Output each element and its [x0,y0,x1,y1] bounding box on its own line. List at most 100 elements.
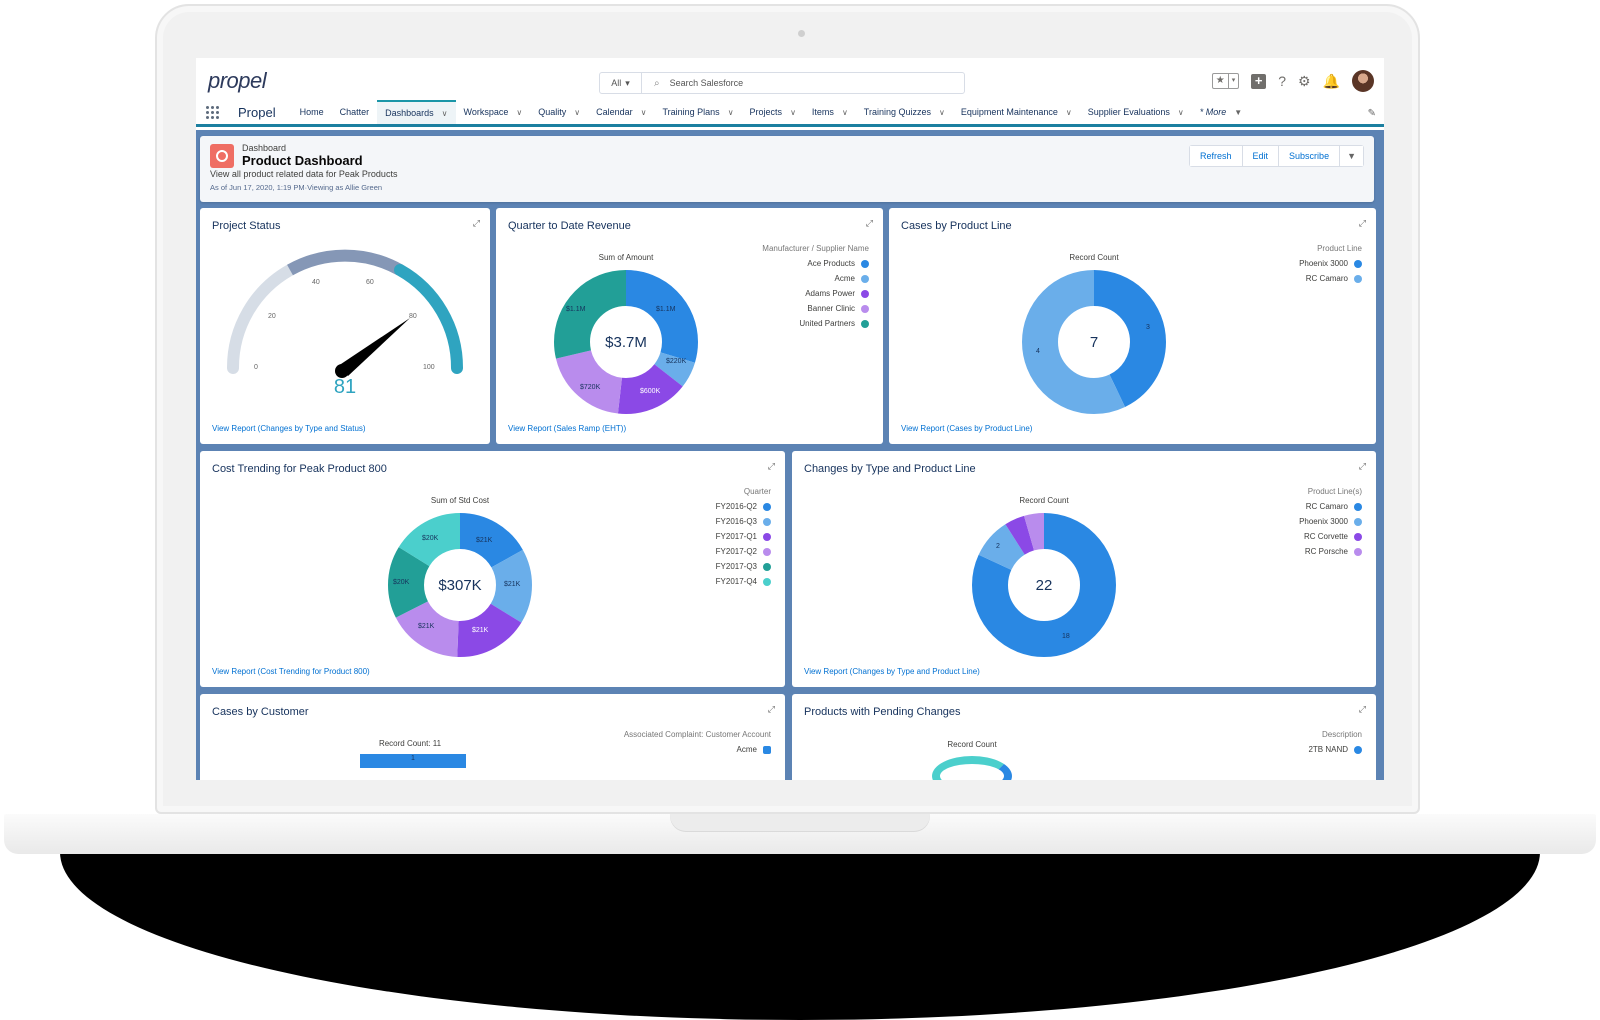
card-quarter-to-date-revenue: Quarter to Date Revenue ⤢ Sum of Amount … [496,208,883,444]
chevron-down-icon[interactable]: ∨ [841,107,848,117]
expand-icon[interactable]: ⤢ [1358,704,1366,714]
app-nav-bar: Propel Home Chatter Dashboards ∨ Workspac… [196,100,1384,127]
legend-item[interactable]: Adams Power [762,289,869,298]
propel-logo[interactable]: propel [208,68,267,93]
nav-item-equipment-maintenance[interactable]: Equipment Maintenance ∨ [953,100,1080,124]
bell-icon[interactable]: 🔔 [1322,72,1340,89]
laptop-notch [670,814,930,832]
chart-legend: Manufacturer / Supplier Name Ace Product… [762,244,869,334]
card-title: Cost Trending for Peak Product 800 [212,463,387,475]
view-report-link[interactable]: View Report (Sales Ramp (EHT)) [508,424,627,433]
nav-item-calendar[interactable]: Calendar ∨ [588,100,654,124]
edit-nav-pencil-icon[interactable]: ✎ [1367,108,1376,119]
chevron-down-icon[interactable]: ∨ [516,107,523,117]
nav-label: Projects [749,107,783,117]
app-launcher-icon[interactable] [206,100,232,124]
expand-icon[interactable]: ⤢ [767,704,775,714]
global-search[interactable]: All ▾ ⌕ Search Salesforce [599,72,965,94]
nav-label: Calendar [596,107,633,117]
chevron-down-icon[interactable]: ∨ [574,107,581,117]
legend-item[interactable]: FY2017-Q1 [716,532,771,541]
donut-chart: 22 18 2 [972,513,1116,657]
favorites-menu-icon[interactable]: ▾ [1227,74,1239,88]
donut-total: 22 [1035,576,1053,594]
legend-item[interactable]: 2TB NAND [1308,745,1362,754]
legend-item[interactable]: FY2016-Q3 [716,517,771,526]
help-icon[interactable]: ? [1278,73,1286,89]
bar-segment[interactable]: 1 [360,754,466,768]
chart-title: Sum of Std Cost [430,496,490,505]
nav-label: Training Quizzes [863,107,931,117]
view-report-link[interactable]: View Report (Changes by Type and Product… [804,667,980,676]
search-input[interactable]: Search Salesforce [669,78,744,88]
nav-item-items[interactable]: Items ∨ [804,100,856,124]
card-cost-trending: Cost Trending for Peak Product 800 ⤢ Sum… [200,451,785,687]
legend-item[interactable]: Phoenix 3000 [1299,259,1362,268]
view-report-link[interactable]: View Report (Cases by Product Line) [901,424,1033,433]
nav-item-training-quizzes[interactable]: Training Quizzes ∨ [856,100,953,124]
legend-item[interactable]: RC Camaro [1299,502,1362,511]
legend-item[interactable]: FY2017-Q3 [716,562,771,571]
card-title: Project Status [212,220,281,232]
nav-item-projects[interactable]: Projects ∨ [742,100,804,124]
segment-label: 4 [1036,348,1040,355]
search-icon: ⌕ [654,77,660,89]
nav-item-home[interactable]: Home [292,100,332,124]
legend-item[interactable]: FY2017-Q4 [716,577,771,586]
refresh-button[interactable]: Refresh [1190,146,1243,166]
legend-title: Quarter [743,487,771,496]
donut-chart: $3.7M $1.1M $220K $600K $720K $1.1M [554,270,698,414]
legend-item[interactable]: Ace Products [762,259,869,268]
search-scope-dropdown[interactable]: All ▾ [600,73,642,93]
header-tools: ★ ▾ + ? ⚙ 🔔 [1211,70,1374,92]
legend-item[interactable]: United Partners [762,319,869,328]
legend-item[interactable]: Acme [624,745,771,754]
nav-item-quality[interactable]: Quality ∨ [530,100,588,124]
legend-item[interactable]: RC Camaro [1299,274,1362,283]
global-actions-plus-icon[interactable]: + [1251,73,1267,89]
legend-item[interactable]: Acme [762,274,869,283]
subscribe-button[interactable]: Subscribe [1279,146,1341,166]
chevron-down-icon[interactable]: ∨ [1065,107,1072,117]
view-report-link[interactable]: View Report (Changes by Type and Status) [212,424,366,433]
nav-label: * More [1199,107,1227,117]
segment-label: 18 [1062,633,1070,640]
dashboard-canvas: Dashboard Product Dashboard View all pro… [196,130,1384,780]
legend-item[interactable]: RC Porsche [1299,547,1362,556]
legend-item[interactable]: FY2016-Q2 [716,502,771,511]
gauge-chart: 0 20 40 60 80 100 [226,249,464,378]
card-title: Changes by Type and Product Line [804,463,976,475]
nav-item-workspace[interactable]: Workspace ∨ [456,100,531,124]
legend-item[interactable]: Phoenix 3000 [1299,517,1362,526]
chevron-down-icon[interactable]: ∨ [1177,107,1184,117]
expand-icon[interactable]: ⤢ [767,461,775,471]
nav-item-training-plans[interactable]: Training Plans ∨ [654,100,741,124]
legend-item[interactable]: Banner Clinic [762,304,869,313]
chart-legend: Product Line(s) RC Camaro Phoenix 3000 R… [1299,487,1362,562]
nav-more-menu[interactable]: * More ▼ [1192,100,1250,124]
camera-dot [798,30,805,37]
chevron-down-icon[interactable]: ∨ [441,108,448,118]
expand-icon[interactable]: ⤢ [1358,218,1366,228]
legend-title: Associated Complaint: Customer Account [623,730,771,739]
donut-chart: $307K $21K $21K $21K $21K $20K $20K [388,513,532,657]
expand-icon[interactable]: ⤢ [865,218,873,228]
app-name: Propel [238,104,276,120]
chevron-down-icon[interactable]: ∨ [939,107,945,117]
legend-item[interactable]: FY2017-Q2 [716,547,771,556]
gear-icon[interactable]: ⚙ [1298,72,1311,89]
favorites-button[interactable]: ★ ▾ [1211,73,1240,89]
edit-button[interactable]: Edit [1242,146,1280,166]
chevron-down-icon[interactable]: ∨ [727,107,734,117]
chevron-down-icon[interactable]: ∨ [640,107,647,117]
user-avatar[interactable] [1352,70,1374,92]
view-report-link[interactable]: View Report (Cost Trending for Product 8… [212,667,370,676]
more-actions-dropdown[interactable]: ▼ [1340,146,1363,166]
nav-item-chatter[interactable]: Chatter [332,100,378,124]
expand-icon[interactable]: ⤢ [472,218,480,228]
expand-icon[interactable]: ⤢ [1358,461,1366,471]
chevron-down-icon[interactable]: ∨ [790,107,796,117]
nav-item-supplier-evaluations[interactable]: Supplier Evaluations ∨ [1080,100,1192,124]
nav-item-dashboards[interactable]: Dashboards ∨ [377,100,456,124]
legend-item[interactable]: RC Corvette [1299,532,1362,541]
